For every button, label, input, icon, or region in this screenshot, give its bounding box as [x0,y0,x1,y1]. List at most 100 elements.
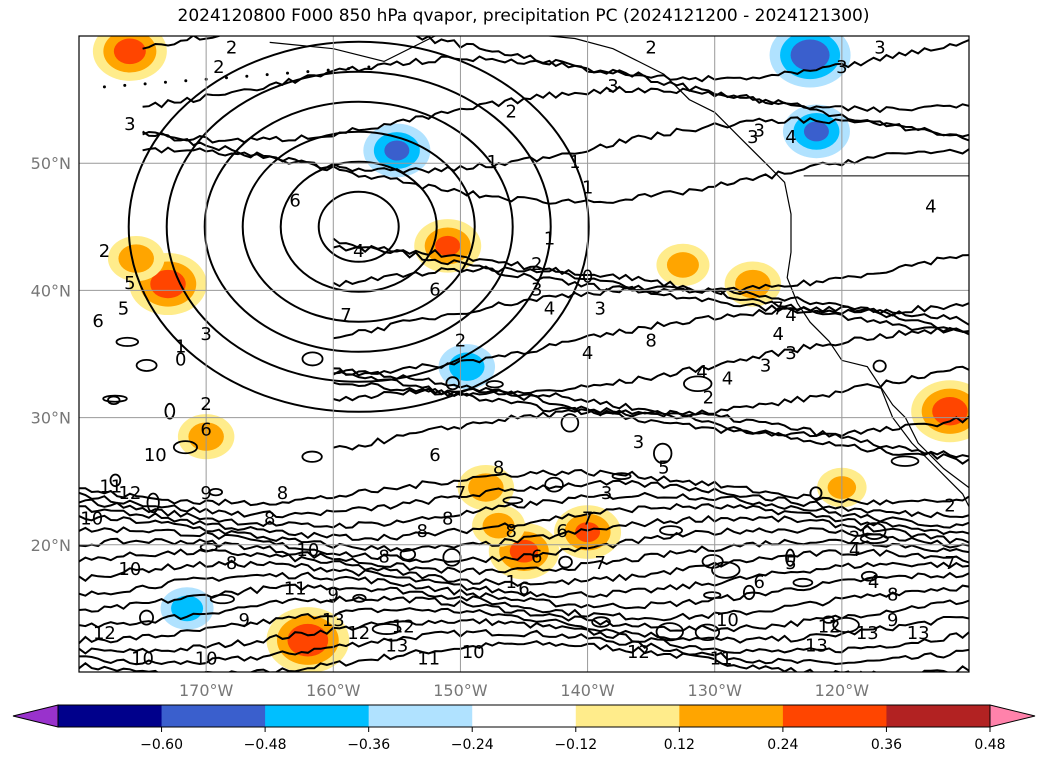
aleutian-island [286,71,290,75]
contour-label: 2 [506,101,517,122]
contour-label: 5 [658,457,669,478]
contour-label: 12 [818,616,841,637]
contour-label: 4 [785,127,796,148]
contour-label: 3 [785,343,796,364]
contour-cell-17 [792,577,814,588]
contour-label: 2 [213,57,224,78]
contour-cell-27 [544,476,564,493]
contour-label: 13 [322,610,345,631]
aleutian-island [102,85,106,89]
contour-label: 6 [92,311,103,332]
contour-label: 12 [392,616,415,637]
colorbar-tick-label: 0.12 [664,737,695,753]
contour-label: 10 [716,610,739,631]
colorbar-segment [575,705,680,727]
colorbar-tick-label: −0.36 [347,737,390,753]
contour-cell-39 [742,584,756,601]
contour-cell-31 [442,548,462,567]
contour-label: 12 [627,642,650,663]
colorbar: −0.60 −0.48 −0.36 −0.24 −0.12 0.12 0.24 0.36 0.4… [12,704,1036,753]
precip-blob-7 [435,235,461,256]
colorbar-segment [161,705,266,727]
contour-label: 4 [696,362,707,383]
aleutian-island [347,67,351,71]
contour-mid-2 [333,368,969,438]
contour-cell-2 [301,450,323,463]
contour-cell-15 [115,336,140,347]
lat-tick-label: 40°N [31,281,71,300]
precip-blob-9 [468,473,504,502]
contour-north-3 [142,55,969,114]
contour-label: 6 [289,190,300,211]
aleutian-island [143,82,147,86]
contour-label: 6 [429,445,440,466]
contour-cell-26 [502,496,524,505]
contour-cell-32 [199,542,218,552]
chart-title: 2024120800 F000 850 hPa qvapor, precipit… [177,6,870,26]
contour-label: 3 [595,298,606,319]
contour-mid-9 [332,237,969,296]
contour-label: 4 [785,305,796,326]
contour-swirl-3 [203,100,514,353]
contour-south-0 [79,640,969,672]
coastlines [102,36,969,507]
lat-tick-label: 30°N [31,409,71,428]
contour-label: 3 [531,279,542,300]
contour-mid-1 [333,387,969,459]
contour-label: 11 [284,578,307,599]
contour-label: 2 [226,38,237,59]
contour-swirl-4 [165,70,552,383]
aleutian-island [306,70,310,74]
contour-label: 2 [455,330,466,351]
axis-tick-labels: 170°W 160°W 150°W 140°W 130°W 120°W50°N40°N30… [31,154,870,700]
contour-label: 6 [518,578,529,599]
contour-label: 10 [131,648,154,669]
colorbar-segment [368,705,473,727]
contour-label: 4 [773,324,784,345]
contour-label: 4 [722,368,733,389]
contour-label: 7 [773,298,784,319]
contour-cell-42 [102,394,128,403]
contour-label: 11 [710,648,733,669]
contour-swirl-2 [241,130,476,323]
colorbar-segment [472,705,577,727]
contour-label: 0 [175,349,186,370]
contour-cell-34 [701,554,724,569]
contour-label: 4 [925,197,936,218]
contour-label: 1 [569,152,580,173]
colorbar-tick-label: −0.60 [140,737,183,753]
contour-cell-44 [560,413,580,433]
contour-cell-35 [683,375,713,393]
contour-label: 8 [493,457,504,478]
contour-label: 9 [200,483,211,504]
contour-cell-36 [485,380,504,389]
lon-tick-label: 170°W [179,681,234,700]
contour-cell-38 [146,492,160,514]
contour-label: 8 [277,483,288,504]
aleutian-island [245,74,249,78]
contour-label: 11 [417,648,440,669]
contour-label: 3 [633,432,644,453]
contour-label: 13 [385,636,408,657]
aleutian-island [224,76,228,80]
contour-label: 8 [264,508,275,529]
contour-label: 9 [328,585,339,606]
contour-label: 6 [556,521,567,542]
contour-label: 3 [747,127,758,148]
contour-label: 3 [601,483,612,504]
contour-cell-6 [164,402,176,420]
contour-label: 6 [200,419,211,440]
contour-label: 2 [645,38,656,59]
contour-label: 3 [836,57,847,78]
contour-cell-0 [822,615,835,624]
lon-tick-label: 150°W [433,681,488,700]
contour-label: 4 [868,572,879,593]
contour-label: 1 [506,572,517,593]
contour-label: 3 [874,38,885,59]
contour-label: 8 [226,553,237,574]
contour-label: 10 [195,648,218,669]
contour-north-4 [142,36,969,83]
aleutian-island [184,79,188,83]
contour-label: 6 [429,279,440,300]
